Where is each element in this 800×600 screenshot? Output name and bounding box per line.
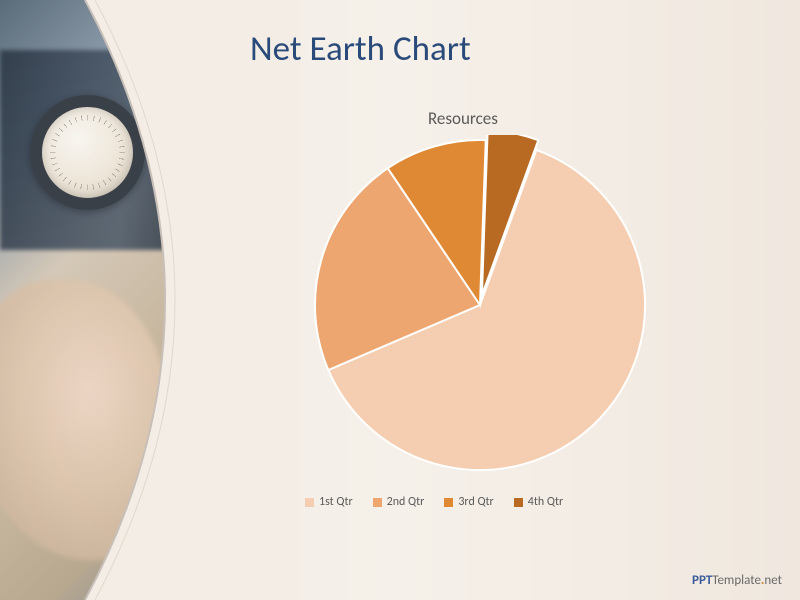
slide-title: Net Earth Chart	[250, 28, 471, 70]
legend-item-2nd-qtr: 2nd Qtr	[373, 495, 425, 509]
pie-chart	[310, 135, 650, 475]
legend-label: 1st Qtr	[319, 495, 353, 509]
gauge-ticks	[50, 115, 125, 190]
sidebar-decorative-photo	[0, 0, 210, 600]
footer-ppt: PPT	[692, 573, 712, 588]
legend-item-4th-qtr: 4th Qtr	[514, 495, 563, 509]
legend-label: 2nd Qtr	[387, 495, 425, 509]
legend-item-3rd-qtr: 3rd Qtr	[444, 495, 493, 509]
legend-swatch	[514, 498, 523, 507]
legend-label: 3rd Qtr	[458, 495, 493, 509]
legend-item-1st-qtr: 1st Qtr	[305, 495, 353, 509]
pressure-gauge	[30, 95, 145, 210]
chart-title: Resources	[428, 108, 498, 129]
legend-swatch	[444, 498, 453, 507]
footer-branding: PPTTemplate.net	[692, 573, 782, 588]
legend-swatch	[305, 498, 314, 507]
legend-swatch	[373, 498, 382, 507]
footer-net: net	[764, 573, 782, 588]
legend-label: 4th Qtr	[528, 495, 563, 509]
footer-template: Template	[712, 573, 761, 588]
chart-legend: 1st Qtr 2nd Qtr 3rd Qtr 4th Qtr	[305, 495, 563, 509]
